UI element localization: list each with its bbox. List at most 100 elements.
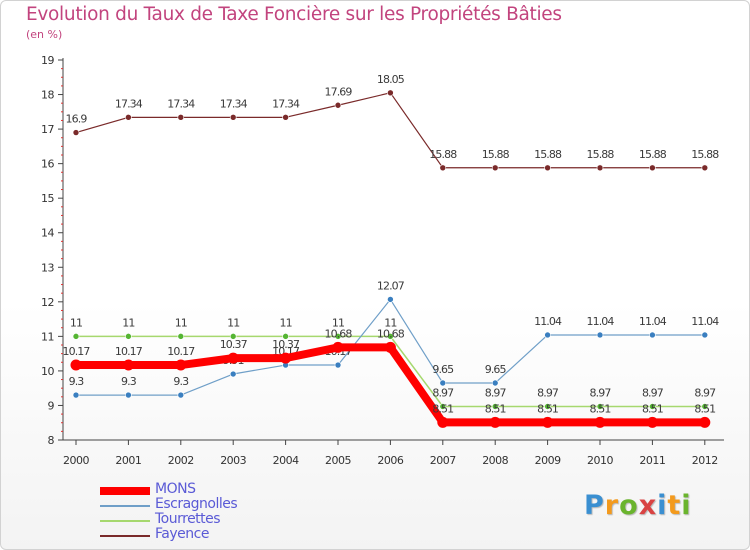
data-point-mons — [437, 416, 449, 428]
legend-swatch — [100, 520, 150, 522]
legend-label: Fayence — [155, 526, 209, 542]
y-tick-label: 12 — [41, 296, 54, 309]
data-label-mons: 8.51 — [694, 402, 715, 415]
data-point-tourrettes — [701, 403, 709, 410]
data-label-escragnolles: 11.04 — [639, 315, 667, 328]
data-point-escragnolles — [649, 331, 656, 339]
data-label-fayence: 16.9 — [66, 113, 88, 126]
data-point-tourrettes — [125, 333, 132, 340]
data-label-tourrettes: 8.97 — [432, 386, 454, 399]
data-label-escragnolles: 11.04 — [534, 315, 562, 328]
data-point-escragnolles — [387, 296, 394, 303]
y-tick-label: 10 — [41, 365, 54, 378]
x-tick-label: 2003 — [220, 454, 246, 467]
data-label-tourrettes: 11 — [175, 316, 187, 329]
legend-label: MONS — [155, 481, 196, 497]
logo-letter: i — [681, 490, 692, 521]
data-point-mons — [227, 352, 239, 364]
data-label-fayence: 15.88 — [482, 148, 510, 161]
logo-letter: i — [657, 490, 668, 521]
data-point-tourrettes — [544, 403, 551, 410]
data-point-escragnolles — [334, 361, 342, 369]
logo-letter: r — [604, 490, 620, 521]
data-label-mons: 10.17 — [115, 345, 143, 358]
x-tick-label: 2006 — [377, 454, 403, 467]
y-tick-label: 19 — [41, 54, 54, 67]
data-point-fayence — [544, 164, 551, 172]
data-label-fayence: 15.88 — [639, 148, 667, 161]
data-label-tourrettes: 8.97 — [694, 386, 716, 399]
data-point-escragnolles — [177, 391, 185, 399]
data-point-mons — [70, 359, 82, 371]
data-point-escragnolles — [229, 370, 237, 378]
x-tick-label: 2010 — [587, 454, 613, 467]
data-point-mons — [122, 359, 134, 371]
data-label-fayence: 15.88 — [429, 148, 457, 161]
legend-swatch — [100, 487, 150, 495]
y-unit-label: (en %) — [26, 28, 63, 41]
data-label-fayence: 17.69 — [325, 85, 353, 98]
data-label-mons: 10.37 — [220, 338, 248, 351]
data-point-fayence — [177, 114, 185, 121]
data-point-escragnolles — [125, 391, 132, 399]
x-tick-label: 2004 — [273, 454, 299, 467]
data-point-fayence — [387, 89, 394, 97]
data-label-fayence: 17.34 — [220, 97, 248, 110]
logo-letter: o — [619, 490, 639, 521]
legend-label: Tourrettes — [155, 511, 221, 527]
data-point-escragnolles — [544, 331, 551, 339]
y-tick-label: 17 — [41, 123, 54, 136]
data-label-tourrettes: 8.97 — [642, 386, 664, 399]
data-point-tourrettes — [72, 333, 80, 340]
data-point-fayence — [701, 164, 709, 172]
x-tick-label: 2012 — [692, 454, 718, 467]
data-label-mons: 10.17 — [167, 345, 195, 358]
data-point-tourrettes — [596, 403, 604, 410]
data-label-mons: 8.51 — [432, 402, 453, 415]
data-point-fayence — [491, 164, 499, 172]
data-point-tourrettes — [177, 333, 185, 340]
data-point-fayence — [439, 164, 447, 172]
data-label-mons: 10.68 — [377, 327, 405, 340]
data-label-mons: 8.51 — [642, 402, 663, 415]
data-label-fayence: 15.88 — [534, 148, 562, 161]
y-tick-label: 16 — [41, 158, 54, 171]
y-tick-label: 8 — [48, 434, 55, 447]
data-point-tourrettes — [649, 403, 656, 410]
x-tick-label: 2008 — [482, 454, 508, 467]
logo-letter: x — [638, 490, 658, 521]
data-label-tourrettes: 11 — [227, 316, 239, 329]
data-label-tourrettes: 11 — [279, 316, 291, 329]
chart-title: Evolution du Taux de Taxe Foncière sur l… — [26, 4, 562, 25]
data-point-fayence — [125, 114, 132, 121]
data-label-escragnolles: 11.04 — [691, 315, 719, 328]
data-label-escragnolles: 12.07 — [377, 279, 405, 292]
data-point-fayence — [649, 164, 656, 172]
data-point-mons — [384, 341, 396, 353]
x-tick-label: 2011 — [639, 454, 665, 467]
x-tick-label: 2002 — [168, 454, 194, 467]
data-label-fayence: 15.88 — [587, 148, 615, 161]
data-label-escragnolles: 9.3 — [69, 375, 85, 388]
legend-swatch — [100, 535, 150, 537]
data-point-tourrettes — [439, 403, 447, 410]
data-label-tourrettes: 11 — [332, 316, 344, 329]
data-point-mons — [280, 352, 292, 364]
data-point-tourrettes — [491, 403, 499, 410]
data-point-escragnolles — [701, 331, 709, 339]
data-label-mons: 10.37 — [272, 338, 300, 351]
legend-swatch — [100, 505, 150, 507]
data-label-escragnolles: 11.04 — [587, 315, 615, 328]
data-label-mons: 8.51 — [590, 402, 611, 415]
data-label-tourrettes: 11 — [70, 316, 82, 329]
data-point-fayence — [229, 114, 237, 121]
data-label-mons: 8.51 — [485, 402, 506, 415]
y-tick-label: 15 — [41, 192, 54, 205]
x-tick-label: 2001 — [115, 454, 141, 467]
data-label-tourrettes: 8.97 — [485, 386, 507, 399]
y-tick-label: 18 — [41, 89, 54, 102]
data-point-mons — [594, 416, 606, 428]
data-point-escragnolles — [596, 331, 604, 339]
x-tick-label: 2007 — [430, 454, 456, 467]
legend-label: Escragnolles — [155, 496, 238, 512]
